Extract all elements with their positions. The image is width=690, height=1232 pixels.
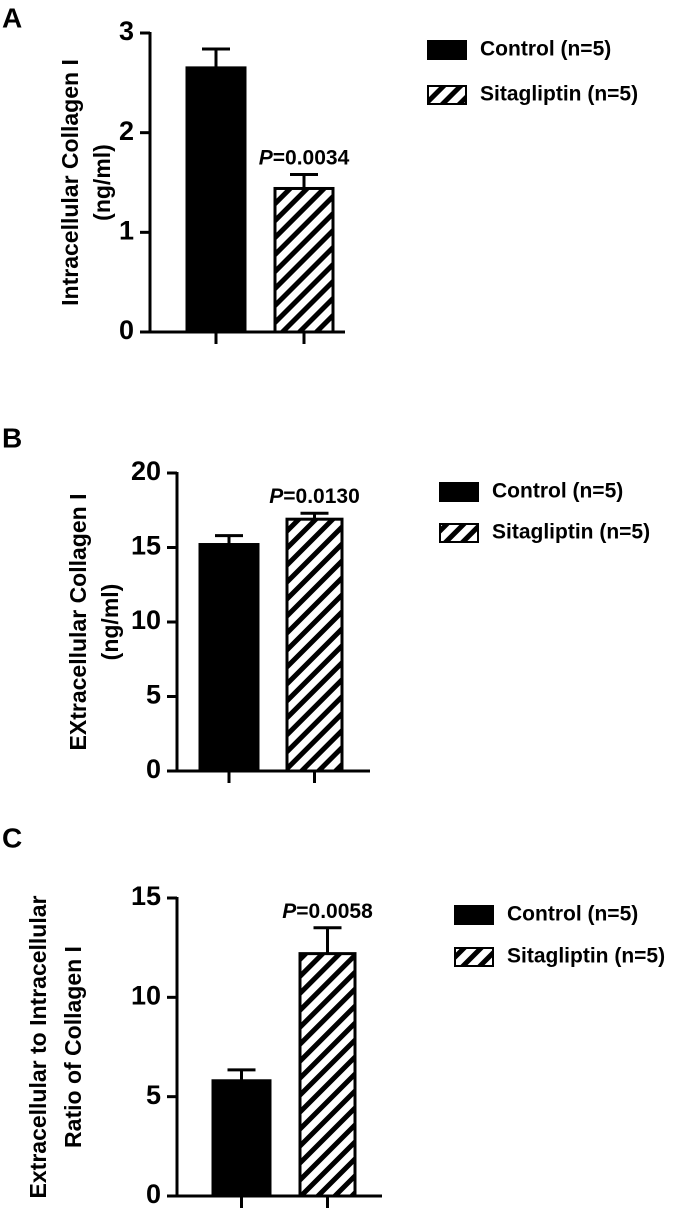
y-tick-label: 0	[146, 754, 161, 784]
p-symbol: P	[282, 899, 297, 922]
panel-label: A	[2, 2, 22, 33]
panel-label: B	[2, 422, 22, 453]
p-value: =0.0034	[273, 146, 350, 169]
bar	[198, 543, 260, 773]
y-tick-label: 1	[119, 215, 134, 245]
legend-label: Control (n=5)	[480, 38, 611, 61]
legend-swatch	[427, 85, 467, 105]
p-value: =0.0058	[296, 899, 373, 922]
legend-label: Sitagliptin (n=5)	[492, 521, 650, 544]
y-tick-label: 0	[146, 1179, 161, 1209]
p-value: =0.0130	[283, 485, 360, 508]
y-axis-label: Intracellular Collagen I	[57, 59, 83, 306]
bar	[185, 66, 247, 334]
legend-swatch	[439, 523, 479, 543]
y-axis-label: Extracellular to Intracellular	[25, 895, 51, 1198]
bar	[273, 186, 335, 334]
legend-label: Control (n=5)	[492, 480, 623, 503]
legend-label: Sitagliptin (n=5)	[507, 945, 665, 968]
y-tick-label: 15	[131, 881, 161, 911]
legend-swatch	[439, 482, 479, 502]
legend-swatch	[427, 40, 467, 60]
bar	[285, 517, 344, 773]
bar	[298, 952, 357, 1198]
legend-label: Control (n=5)	[507, 903, 638, 926]
y-tick-label: 5	[146, 680, 161, 710]
p-value-annotation: P=0.0130	[269, 485, 360, 508]
y-axis-label: Ratio of Collagen I	[60, 946, 86, 1148]
p-value-annotation: P=0.0058	[282, 899, 373, 922]
y-tick-label: 10	[131, 980, 161, 1010]
p-value-annotation: P=0.0034	[259, 146, 350, 169]
bar	[211, 1079, 272, 1198]
legend-swatch	[454, 947, 494, 967]
y-tick-label: 15	[131, 531, 161, 561]
legend-swatch	[454, 905, 494, 925]
y-tick-label: 0	[119, 315, 134, 345]
y-axis-label: EXtracellular Collagen I	[65, 494, 91, 751]
legend-label: Sitagliptin (n=5)	[480, 83, 638, 106]
y-tick-label: 20	[131, 456, 161, 486]
y-axis-label: (ng/ml)	[89, 144, 115, 221]
y-tick-label: 2	[119, 116, 134, 146]
y-tick-label: 5	[146, 1080, 161, 1110]
p-symbol: P	[259, 146, 274, 169]
y-tick-label: 10	[131, 605, 161, 635]
y-tick-label: 3	[119, 16, 134, 46]
y-axis-label: (ng/ml)	[97, 584, 123, 661]
p-symbol: P	[269, 485, 284, 508]
panel-label: C	[2, 822, 22, 853]
